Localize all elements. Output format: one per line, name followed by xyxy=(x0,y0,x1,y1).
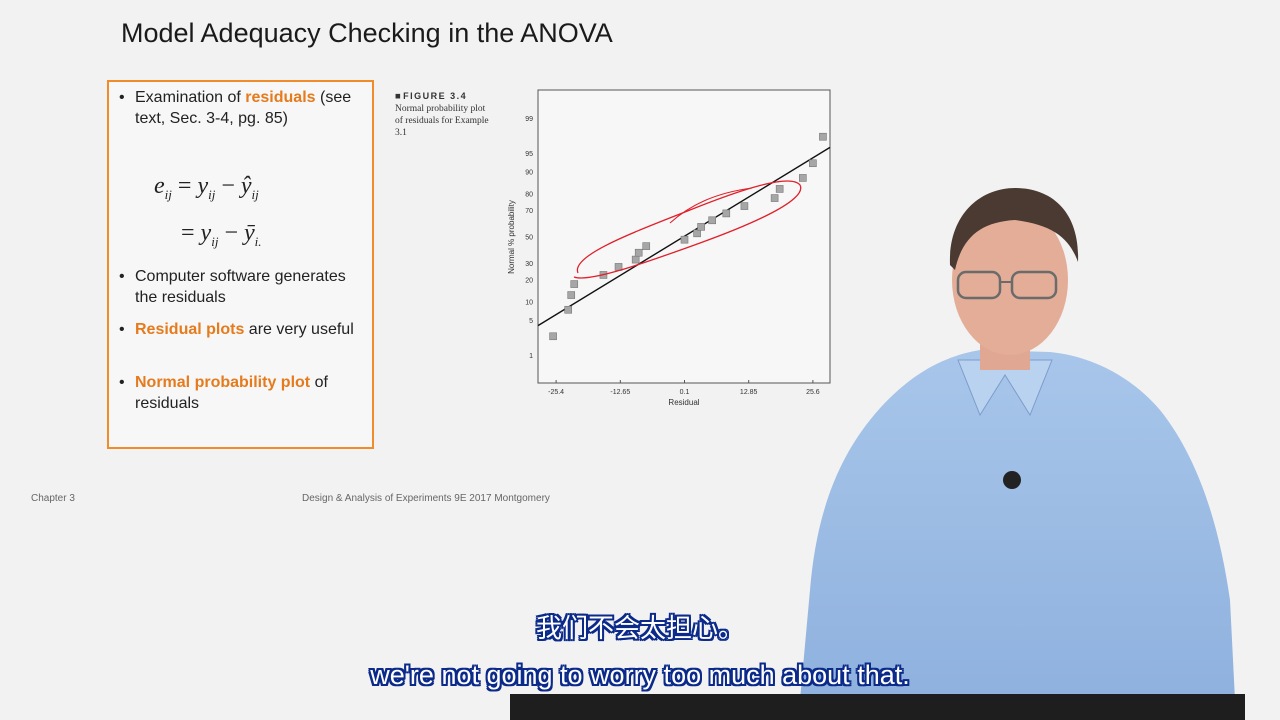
figure-label: FIGURE 3.4 xyxy=(403,91,468,101)
data-point xyxy=(809,159,817,168)
subtitle-chinese: 我们不会太担心。 xyxy=(535,614,744,644)
y-tick-label: 95 xyxy=(525,151,533,158)
figure-caption: ■ FIGURE 3.4 Normal probability plot of … xyxy=(395,90,495,139)
footer-chapter: Chapter 3 xyxy=(31,493,75,504)
data-point xyxy=(775,185,784,193)
data-point xyxy=(680,235,689,244)
y-tick-label: 10 xyxy=(525,300,533,307)
y-tick-label: 5 xyxy=(529,318,533,325)
x-tick-label: 25.6 xyxy=(806,389,820,396)
lecturer-hair xyxy=(949,188,1079,270)
data-point xyxy=(693,229,701,238)
x-tick-label: 0.1 xyxy=(680,389,690,396)
y-tick-label: 20 xyxy=(525,277,533,284)
bullet-dot: • xyxy=(119,89,125,106)
bullet-text: Computer software generates the residual… xyxy=(135,268,346,306)
x-tick-label: -12.65 xyxy=(610,389,630,396)
x-axis-label: Residual xyxy=(668,398,699,407)
subtitle-english: we're not going to worry too much about … xyxy=(370,660,910,690)
lecturer-figure xyxy=(800,188,1235,700)
data-point xyxy=(708,216,716,225)
residual-equation-line2: = yij − ȳi. xyxy=(181,220,262,249)
bullet-dot: • xyxy=(119,374,125,391)
bullet-text: (see text, Sec. 3-4, pg. 85) xyxy=(135,89,352,127)
data-point xyxy=(642,242,651,250)
data-point xyxy=(697,223,705,231)
data-point xyxy=(564,305,573,314)
data-point xyxy=(567,291,576,299)
x-ticks: -25.4 -12.65 0.1 12.85 25.6 xyxy=(548,380,820,396)
data-point xyxy=(799,174,807,182)
red-pen-stroke xyxy=(669,187,753,224)
y-tick-label: 1 xyxy=(529,353,533,360)
data-point xyxy=(819,132,827,141)
y-ticks: 1 5 10 20 30 50 70 80 90 95 99 xyxy=(525,116,533,360)
residual-equation-line1: eij = yij − ŷij xyxy=(154,173,259,202)
lapel-microphone-icon xyxy=(1003,471,1021,489)
y-tick-label: 70 xyxy=(525,208,533,215)
data-point xyxy=(631,255,640,264)
normal-probability-plot: 1 5 10 20 30 50 70 80 90 95 99 -25.4 -12.65 0.1 12.85… xyxy=(507,89,831,407)
data-point xyxy=(570,280,579,288)
x-tick-label: -25.4 xyxy=(548,389,564,396)
bullet-highlight: Normal probability plot xyxy=(135,374,311,391)
bullet-text: of residuals xyxy=(135,374,328,412)
lecturer-shirt xyxy=(800,350,1235,700)
y-tick-label: 80 xyxy=(525,192,533,199)
slide-title: Model Adequacy Checking in the ANOVA xyxy=(121,18,613,48)
figure-caption-text: Normal probability plot of residuals for… xyxy=(395,104,489,138)
bullet-text: are very useful xyxy=(244,321,354,338)
footer-book: Design & Analysis of Experiments 9E 2017… xyxy=(302,493,550,504)
data-point xyxy=(549,332,557,341)
lecturer-head xyxy=(952,205,1068,355)
square-bullet-icon: ■ xyxy=(395,92,401,102)
data-point xyxy=(770,194,779,202)
data-point xyxy=(634,248,643,257)
y-tick-label: 99 xyxy=(525,116,533,123)
data-point xyxy=(740,202,749,210)
bullet-highlight: Residual plots xyxy=(135,321,245,338)
bullet-dot: • xyxy=(119,321,125,338)
red-pen-annotation xyxy=(573,180,802,279)
data-point xyxy=(722,209,731,218)
podium-edge xyxy=(510,694,1245,720)
y-axis-label: Normal % probability xyxy=(507,200,516,274)
glasses-icon xyxy=(956,270,1002,300)
y-tick-label: 30 xyxy=(525,261,533,268)
y-tick-label: 50 xyxy=(525,235,533,242)
x-tick-label: 12.85 xyxy=(740,389,758,396)
bullet-dot: • xyxy=(119,268,125,285)
y-tick-label: 90 xyxy=(525,169,533,176)
bullet-box: • Examination of residuals (see text, Se… xyxy=(107,80,374,449)
bullet-text: Examination of xyxy=(135,89,246,106)
lecturer-collar xyxy=(957,359,1053,417)
bullet-highlight: residuals xyxy=(245,89,316,106)
